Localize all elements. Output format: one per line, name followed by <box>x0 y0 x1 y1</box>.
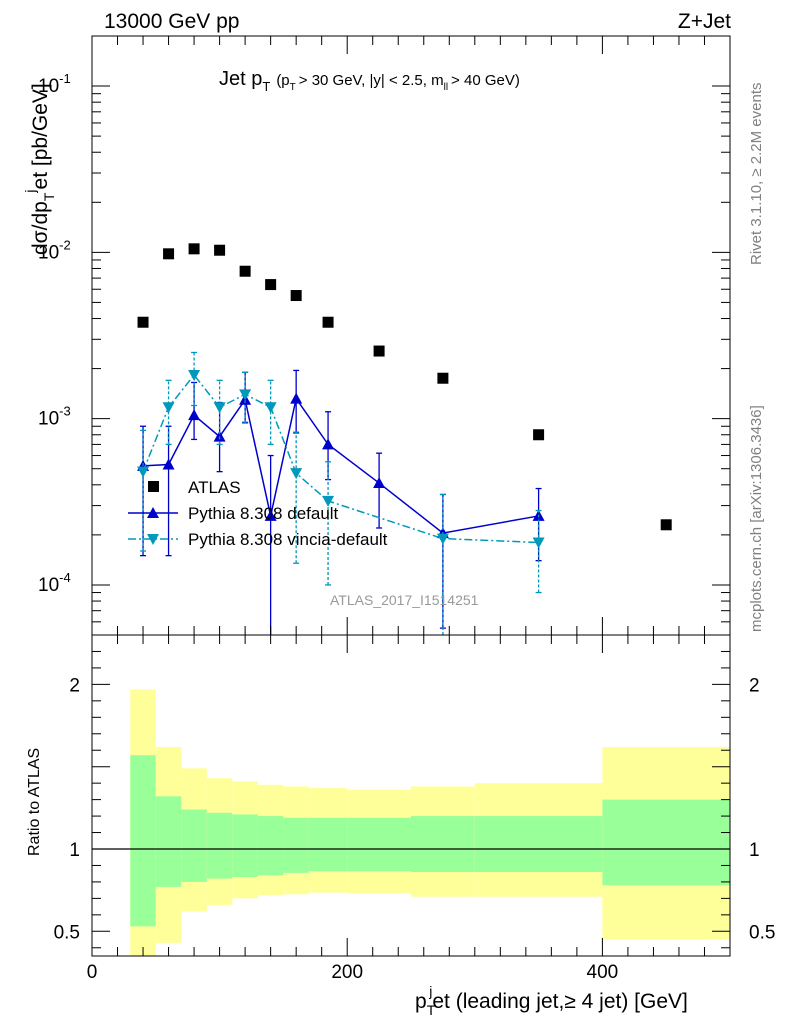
data-point-2 <box>290 468 303 480</box>
legend-label-vincia: Pythia 8.308 vincia-default <box>188 530 388 549</box>
ratio-band-inner <box>181 809 207 882</box>
legend-marker-atlas <box>148 481 159 492</box>
ratio-band-inner <box>602 799 730 886</box>
main-panel: 10-4 10-3 10-2 10-1 Jet pT (pT > 30 GeV, |y| … <box>22 35 731 636</box>
data-point-atlas <box>373 345 385 357</box>
data-point-1 <box>162 458 175 470</box>
data-point-atlas <box>137 316 149 328</box>
data-point-atlas <box>265 279 277 291</box>
data-point-1 <box>290 392 303 404</box>
y-tick-label-ratio-right: 0.5 <box>749 922 775 943</box>
legend-label-atlas: ATLAS <box>188 478 241 497</box>
y-tick-label-ratio-right: 1 <box>749 840 760 861</box>
y-tick-label-main: 10-1 <box>38 71 71 97</box>
x-tick-label: 400 <box>587 962 619 983</box>
data-point-atlas <box>660 519 672 531</box>
data-point-atlas <box>239 265 251 277</box>
data-point-2 <box>162 402 175 414</box>
data-point-1 <box>188 409 201 421</box>
mcplots-label: mcplots.cern.ch [arXiv:1306.3436] <box>748 405 765 632</box>
data-point-atlas <box>437 372 449 384</box>
legend-marker-pythia-default <box>147 507 159 518</box>
data-point-atlas <box>322 316 334 328</box>
data-point-2 <box>239 389 252 401</box>
data-point-1 <box>264 509 277 521</box>
rivet-label: Rivet 3.1.10, ≥ 2.2M events <box>748 83 765 266</box>
header-left: 13000 GeV pp <box>104 10 239 33</box>
ratio-band-inner <box>411 816 475 873</box>
data-point-atlas <box>290 290 302 302</box>
y-tick-label-ratio: 0.5 <box>54 922 80 943</box>
data-point-2 <box>532 537 545 549</box>
data-point-1 <box>373 477 386 489</box>
x-axis-title: pTjet (leading jet,≥ 4 jet) [GeV] <box>415 983 688 1018</box>
x-tick-label: 200 <box>331 962 363 983</box>
x-tick-label: 0 <box>87 962 98 983</box>
analysis-watermark: ATLAS_2017_I1514251 <box>330 592 479 608</box>
ratio-band-inner <box>155 796 182 887</box>
y-tick-label-ratio-right: 2 <box>749 675 760 696</box>
legend-marker-vincia <box>147 534 159 545</box>
ratio-y-axis-title: Ratio to ATLAS <box>26 748 43 856</box>
ratio-band-inner <box>257 816 284 876</box>
data-point-atlas <box>188 243 200 255</box>
data-point-2 <box>436 533 449 545</box>
data-point-2 <box>137 466 150 478</box>
y-tick-label-main: 10-4 <box>38 570 71 596</box>
header-right: Z+Jet <box>678 10 731 33</box>
y-tick-label-ratio: 1 <box>69 840 80 861</box>
y-tick-label-ratio: 2 <box>69 675 80 696</box>
plot-title: Jet pT (pT > 30 GeV, |y| < 2.5, mll > 40 Ge… <box>219 68 520 94</box>
series-line-2 <box>142 373 539 544</box>
data-point-2 <box>322 495 335 507</box>
ratio-panel: 0.5 0.5 1 1 2 2 0 200 400 Ratio to ATLAS pTjet (… <box>26 634 775 1018</box>
data-point-atlas <box>163 248 175 260</box>
ratio-band-inner <box>283 817 309 873</box>
legend: ATLAS Pythia 8.308 default Pythia 8.308 … <box>128 478 388 549</box>
y-axis-title: dσ/dpTjet [pb/GeV] <box>22 83 57 255</box>
data-point-2 <box>213 402 226 414</box>
ratio-band-inner <box>347 817 411 872</box>
data-point-atlas <box>214 244 226 256</box>
data-point-2 <box>188 370 201 382</box>
ratio-frame <box>91 634 731 957</box>
data-point-1 <box>213 430 226 442</box>
ratio-band-inner <box>206 812 233 879</box>
y-tick-label-main: 10-2 <box>38 237 71 263</box>
ratio-band-inner <box>130 755 156 927</box>
legend-label-pythia-default: Pythia 8.308 default <box>188 504 339 523</box>
ratio-band-inner <box>474 816 603 873</box>
ratio-band-inner <box>232 814 258 877</box>
data-point-1 <box>322 438 335 450</box>
data-point-atlas <box>533 429 545 441</box>
y-tick-label-main: 10-3 <box>38 404 71 430</box>
ratio-band-inner <box>308 817 348 872</box>
data-point-2 <box>264 402 277 414</box>
